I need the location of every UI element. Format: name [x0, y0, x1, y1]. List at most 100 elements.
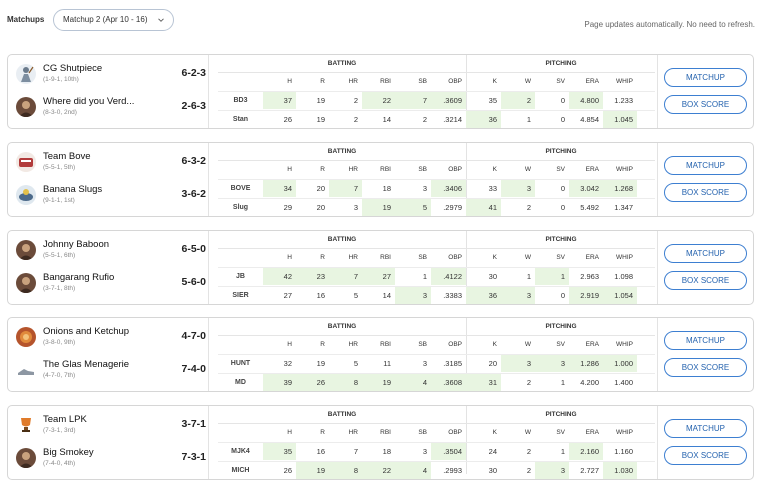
batting-stat-cell: .3609 [431, 92, 466, 109]
box-score-button[interactable]: BOX SCORE [664, 358, 747, 377]
team-abbr: MD [235, 379, 246, 386]
batting-stat-cell: 19 [316, 96, 325, 105]
batting-stat-cell: 26 [283, 466, 292, 475]
batting-stat-cell: 26 [283, 115, 292, 124]
matchup-button[interactable]: MATCHUP [664, 244, 747, 263]
pitching-col-header: K [492, 166, 497, 173]
trophy-avatar [16, 415, 36, 435]
matchup-button[interactable]: MATCHUP [664, 156, 747, 175]
team-row[interactable]: Banana Slugs (9-1-1, 1st) 3-6-2 [16, 182, 206, 210]
header-divider [218, 423, 655, 424]
pitching-col-header: SV [556, 341, 565, 348]
team-name[interactable]: Team Bove [43, 151, 91, 162]
pitching-stat-cell: 3 [535, 462, 569, 479]
pitching-stat-cell: 0 [560, 96, 565, 105]
pitching-col-header: W [524, 341, 531, 348]
batting-stat-cell: 2 [422, 115, 427, 124]
team-row[interactable]: Team LPK (7-3-1, 3rd) 3-7-1 [16, 412, 206, 440]
pitching-stat-cell: 2 [526, 466, 531, 475]
batting-stat-cell: 3 [422, 359, 427, 368]
batting-stat-cell: 23 [296, 268, 329, 285]
chevron-down-icon [158, 18, 164, 22]
pitching-stat-cell: 20 [488, 359, 497, 368]
batting-col-header: HR [348, 429, 358, 436]
team-name[interactable]: Banana Slugs [43, 184, 103, 195]
team-record: (8-3-0, 2nd) [43, 109, 77, 116]
batting-stat-cell: 19 [316, 359, 325, 368]
pitching-stat-cell: 2.727 [580, 466, 599, 475]
batting-col-header: H [287, 166, 292, 173]
matchup-button[interactable]: MATCHUP [664, 419, 747, 438]
pitching-stat-cell: 30 [488, 466, 497, 475]
pitching-heading: PITCHING [466, 143, 655, 211]
batting-stat-cell: 19 [362, 374, 395, 391]
batting-col-header: RBI [380, 166, 391, 173]
pitching-heading: PITCHING [466, 406, 655, 474]
pitching-stat-cell: 24 [488, 447, 497, 456]
batting-stat-cell: 37 [263, 92, 296, 109]
team-name[interactable]: The Glas Menagerie [43, 359, 130, 370]
box-score-button[interactable]: BOX SCORE [664, 446, 747, 465]
pitching-heading: PITCHING [466, 231, 655, 299]
team-name[interactable]: Onions and Ketchup [43, 326, 130, 337]
batting-col-header: RBI [380, 254, 391, 261]
batting-stat-cell: 22 [362, 92, 395, 109]
team-row[interactable]: Where did you Verd... (8-3-0, 2nd) 2-6-3 [16, 94, 206, 122]
batting-stat-cell: 3 [422, 184, 427, 193]
batting-stat-cell: .3406 [431, 180, 466, 197]
week-select[interactable]: Matchup 2 (Apr 10 - 16) [53, 9, 174, 31]
pitching-col-header: WHIP [616, 429, 633, 436]
team-name[interactable]: Johnny Baboon [43, 239, 110, 250]
batting-stat-cell: 16 [316, 447, 325, 456]
batting-col-header: R [320, 78, 325, 85]
batting-col-header: OBP [448, 341, 462, 348]
card-actions: MATCHUP BOX SCORE [657, 143, 753, 216]
batting-stat-cell: 7 [329, 180, 362, 197]
pitching-stat-cell: 2 [526, 203, 531, 212]
box-score-button[interactable]: BOX SCORE [664, 271, 747, 290]
box-score-button[interactable]: BOX SCORE [664, 95, 747, 114]
box-score-button[interactable]: BOX SCORE [664, 183, 747, 202]
matchup-button[interactable]: MATCHUP [664, 68, 747, 87]
pitching-stat-cell: 2 [501, 92, 535, 109]
pitching-stat-cell: 1.400 [614, 378, 633, 387]
matchup-card: CG Shutpiece (1-9-1, 10th) 6-2-3 Where did … [7, 54, 754, 129]
pitching-stat-cell: 41 [466, 199, 501, 216]
team-row[interactable]: Bangarang Rufio (3-7-1, 8th) 5-6-0 [16, 270, 206, 298]
team-name[interactable]: Team LPK [43, 414, 87, 425]
team-row[interactable]: Team Bove (5-5-1, 5th) 6-3-2 [16, 149, 206, 177]
pitching-stat-cell: 36 [466, 287, 501, 304]
matchup-button[interactable]: MATCHUP [664, 331, 747, 350]
team-name[interactable]: CG Shutpiece [43, 63, 103, 74]
pitching-col-header: K [492, 341, 497, 348]
batting-stat-cell: .3504 [431, 443, 466, 460]
pitching-stat-cell: 3 [501, 355, 535, 372]
team-name[interactable]: Big Smokey [43, 447, 94, 458]
team-row[interactable]: The Glas Menagerie (4-7-0, 7th) 7-4-0 [16, 357, 206, 385]
team-record: (3-7-1, 8th) [43, 285, 76, 292]
matchup-card: Team Bove (5-5-1, 5th) 6-3-2 Banana Slugs (9… [7, 142, 754, 217]
batting-stat-cell: 11 [383, 359, 391, 368]
food-avatar [16, 327, 36, 347]
team-row[interactable]: Big Smokey (7-4-0, 4th) 7-3-1 [16, 445, 206, 473]
batting-stat-cell: .3214 [443, 115, 462, 124]
stats-table: BATTING PITCHING H R HR RBI SB OBP K W SV ERA WHIP HU… [218, 318, 656, 391]
batting-stat-cell: 18 [382, 447, 391, 456]
team-row[interactable]: Johnny Baboon (5-5-1, 6th) 6-5-0 [16, 237, 206, 265]
batting-stat-cell: 27 [283, 291, 292, 300]
pitching-col-header: K [492, 429, 497, 436]
pitching-stat-cell: 1 [526, 115, 531, 124]
pitching-stat-cell: 3.042 [569, 180, 603, 197]
pitching-col-header: ERA [585, 254, 599, 261]
batting-col-header: H [287, 254, 292, 261]
pitching-stat-cell: 3 [501, 287, 535, 304]
team-name[interactable]: Where did you Verd... [43, 96, 135, 107]
team-name[interactable]: Bangarang Rufio [43, 272, 115, 283]
team-row[interactable]: CG Shutpiece (1-9-1, 10th) 6-2-3 [16, 61, 206, 89]
team-row[interactable]: Onions and Ketchup (3-8-0, 9th) 4-7-0 [16, 324, 206, 352]
banana-slug-avatar [16, 185, 36, 205]
batting-col-header: OBP [448, 78, 462, 85]
batting-stat-cell: 14 [382, 291, 391, 300]
stats-table: BATTING PITCHING H R HR RBI SB OBP K W SV ERA WHIP MJ… [218, 406, 656, 479]
person-portrait-avatar [16, 97, 36, 117]
